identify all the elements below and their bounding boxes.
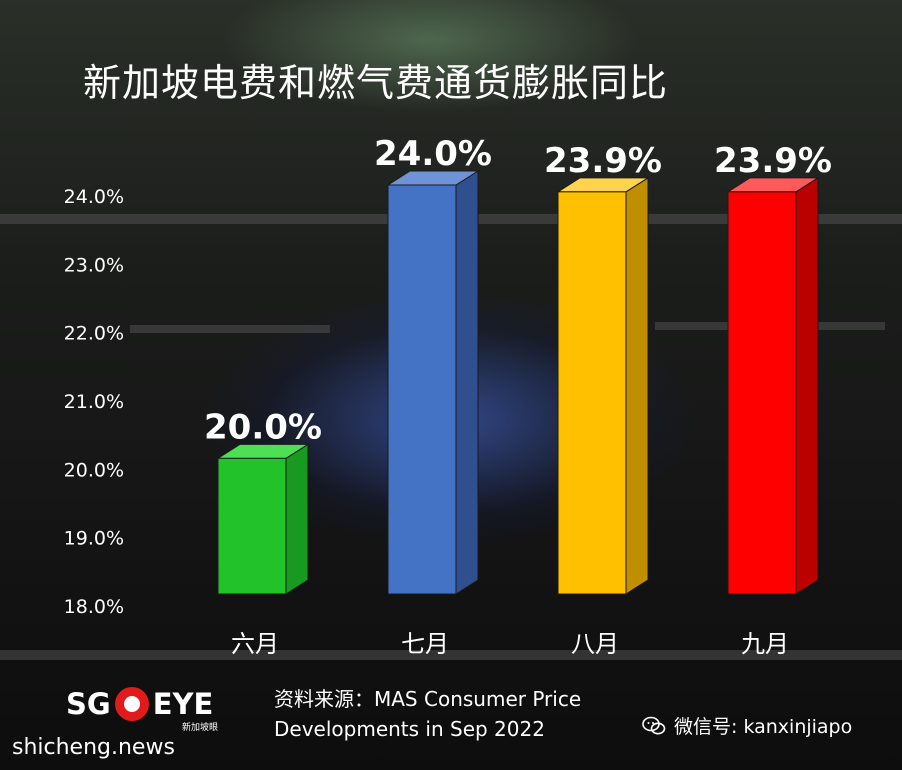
data-label: 20.0% [204, 407, 322, 447]
bar [726, 176, 820, 595]
source-line-1: 资料来源：MAS Consumer Price [274, 687, 582, 711]
chart-title: 新加坡电费和燃气费通货膨胀同比 [83, 61, 669, 105]
y-tick-label: 22.0% [64, 323, 124, 345]
data-labels: 20.0% 24.0% 23.9% 23.9% [204, 134, 832, 447]
wechat-id: 微信号: kanxinjiapo [642, 712, 852, 739]
bar-side [285, 443, 309, 595]
bar-side [625, 176, 649, 595]
x-tick-label: 九月 [741, 630, 789, 658]
y-tick-label: 21.0% [64, 391, 124, 413]
bar [216, 443, 310, 595]
x-tick-label: 六月 [231, 630, 279, 658]
bar [556, 176, 650, 595]
bar-front [727, 191, 797, 595]
data-label: 24.0% [374, 134, 492, 174]
y-tick-label: 20.0% [64, 459, 124, 481]
data-label: 23.9% [714, 141, 832, 181]
bar-side [455, 170, 479, 595]
x-axis: 六月 七月 八月 九月 [231, 630, 789, 658]
logo-text-right: EYE [152, 687, 214, 721]
source-line-2: Developments in Sep 2022 [274, 717, 545, 741]
y-tick-label: 24.0% [64, 186, 124, 208]
stove-grate [130, 325, 330, 333]
location-pin-icon [114, 687, 149, 721]
data-label: 23.9% [544, 141, 662, 181]
y-tick-label: 18.0% [64, 596, 124, 618]
stove-grate [0, 650, 902, 660]
y-axis: 18.0% 19.0% 20.0% 21.0% 22.0% 23.0% 24.0% [64, 186, 124, 618]
y-tick-label: 23.0% [64, 254, 124, 276]
wechat-icon [642, 716, 666, 734]
logo-text-left: SG [66, 687, 111, 721]
sg-eye-logo: SG EYE [66, 684, 213, 724]
bar-side [795, 176, 819, 595]
site-watermark: shicheng.news [12, 735, 175, 760]
wechat-label: 微信号: kanxinjiapo [674, 716, 853, 738]
logo-subtitle: 新加坡眼 [182, 723, 219, 733]
x-tick-label: 八月 [571, 630, 619, 658]
bar-front [387, 184, 457, 595]
x-tick-label: 七月 [401, 630, 449, 658]
y-tick-label: 19.0% [64, 528, 124, 550]
bars [216, 170, 820, 595]
bar-front [557, 191, 627, 595]
bar-front [217, 457, 287, 595]
source-note: 资料来源：MAS Consumer Price Developments in … [274, 684, 581, 744]
bar [386, 170, 480, 595]
